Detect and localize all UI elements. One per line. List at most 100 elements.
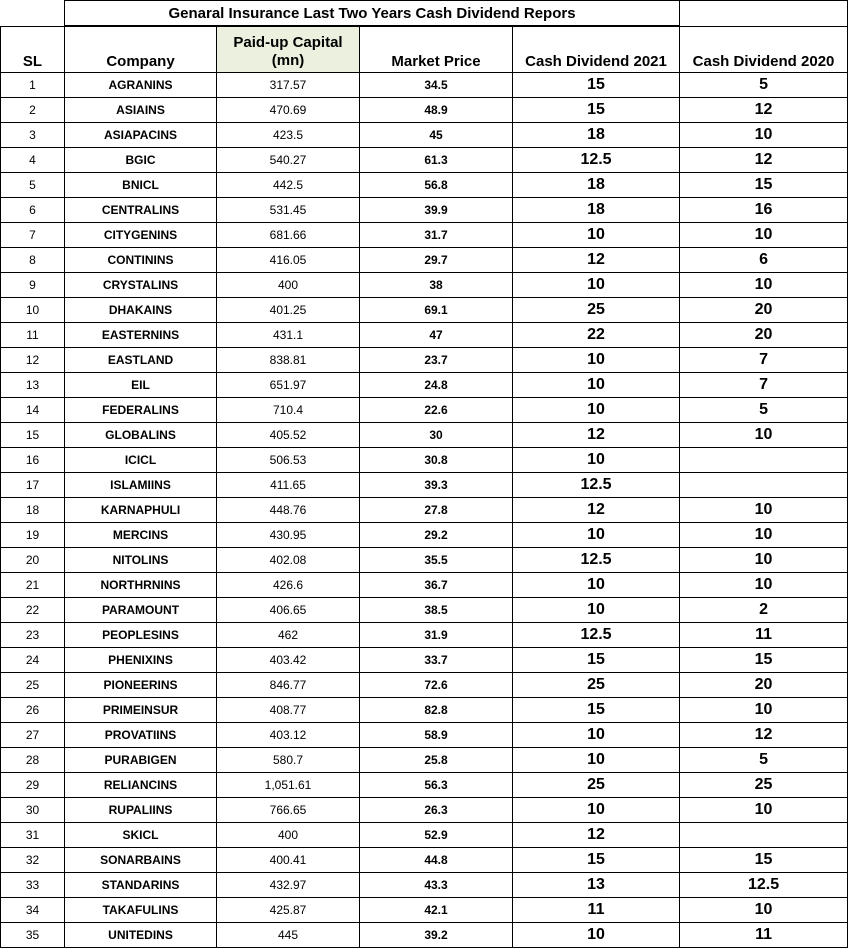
company-cell[interactable]: TAKAFULINS (64, 897, 217, 923)
cash-dividend-2020-cell[interactable]: 6 (679, 247, 848, 273)
sl-cell[interactable]: 7 (0, 222, 65, 248)
company-cell[interactable]: DHAKAINS (64, 297, 217, 323)
company-cell[interactable]: EASTLAND (64, 347, 217, 373)
cash-dividend-2021-cell[interactable]: 10 (511, 397, 681, 423)
market-price-cell[interactable]: 42.1 (359, 897, 513, 923)
company-cell[interactable]: CONTININS (64, 247, 217, 273)
market-price-cell[interactable]: 22.6 (359, 397, 513, 423)
paid-up-capital-cell[interactable]: 531.45 (216, 197, 360, 223)
paid-up-capital-cell[interactable]: 580.7 (216, 747, 360, 773)
cash-dividend-2020-cell[interactable]: 10 (679, 497, 848, 523)
paid-up-capital-cell[interactable]: 448.76 (216, 497, 360, 523)
market-price-cell[interactable]: 44.8 (359, 847, 513, 873)
cash-dividend-2020-cell[interactable]: 7 (679, 347, 848, 373)
market-price-cell[interactable]: 29.2 (359, 522, 513, 548)
sl-cell[interactable]: 17 (0, 472, 65, 498)
sl-cell[interactable]: 32 (0, 847, 65, 873)
company-cell[interactable]: NORTHRNINS (64, 572, 217, 598)
cash-dividend-2020-cell[interactable]: 10 (679, 697, 848, 723)
cash-dividend-2020-cell[interactable] (679, 472, 848, 498)
paid-up-capital-cell[interactable]: 403.42 (216, 647, 360, 673)
market-price-cell[interactable]: 52.9 (359, 822, 513, 848)
cash-dividend-2020-cell[interactable] (679, 822, 848, 848)
paid-up-capital-cell[interactable]: 462 (216, 622, 360, 648)
header-sl[interactable]: SL (0, 25, 65, 73)
market-price-cell[interactable]: 36.7 (359, 572, 513, 598)
company-cell[interactable]: GLOBALINS (64, 422, 217, 448)
sl-cell[interactable]: 10 (0, 297, 65, 323)
company-cell[interactable]: ISLAMIINS (64, 472, 217, 498)
paid-up-capital-cell[interactable]: 425.87 (216, 897, 360, 923)
paid-up-capital-cell[interactable]: 405.52 (216, 422, 360, 448)
sl-cell[interactable]: 4 (0, 147, 65, 173)
company-cell[interactable]: KARNAPHULI (64, 497, 217, 523)
cash-dividend-2020-cell[interactable]: 16 (679, 197, 848, 223)
header-cash-dividend-2021[interactable]: Cash Dividend 2021 (511, 25, 681, 73)
cash-dividend-2021-cell[interactable]: 10 (511, 747, 681, 773)
paid-up-capital-cell[interactable]: 470.69 (216, 97, 360, 123)
cash-dividend-2020-cell[interactable]: 5 (679, 72, 848, 98)
paid-up-capital-cell[interactable]: 432.97 (216, 872, 360, 898)
sl-cell[interactable]: 2 (0, 97, 65, 123)
cash-dividend-2021-cell[interactable]: 15 (511, 97, 681, 123)
company-cell[interactable]: CRYSTALINS (64, 272, 217, 298)
paid-up-capital-cell[interactable]: 426.6 (216, 572, 360, 598)
market-price-cell[interactable]: 26.3 (359, 797, 513, 823)
sl-cell[interactable]: 15 (0, 422, 65, 448)
company-cell[interactable]: EIL (64, 372, 217, 398)
cash-dividend-2020-cell[interactable]: 5 (679, 397, 848, 423)
company-cell[interactable]: MERCINS (64, 522, 217, 548)
cash-dividend-2021-cell[interactable]: 12.5 (511, 147, 681, 173)
company-cell[interactable]: BNICL (64, 172, 217, 198)
header-paid-up-capital[interactable]: Paid-up Capital (mn) (216, 25, 360, 73)
cash-dividend-2020-cell[interactable]: 10 (679, 547, 848, 573)
cash-dividend-2021-cell[interactable]: 25 (511, 772, 681, 798)
cash-dividend-2020-cell[interactable] (679, 447, 848, 473)
sl-cell[interactable]: 30 (0, 797, 65, 823)
sl-cell[interactable]: 19 (0, 522, 65, 548)
paid-up-capital-cell[interactable]: 411.65 (216, 472, 360, 498)
paid-up-capital-cell[interactable]: 681.66 (216, 222, 360, 248)
company-cell[interactable]: ICICL (64, 447, 217, 473)
cash-dividend-2020-cell[interactable]: 15 (679, 847, 848, 873)
cash-dividend-2020-cell[interactable]: 10 (679, 422, 848, 448)
sl-cell[interactable]: 23 (0, 622, 65, 648)
company-cell[interactable]: RELIANCINS (64, 772, 217, 798)
table-title[interactable]: Genaral Insurance Last Two Years Cash Di… (63, 0, 681, 27)
market-price-cell[interactable]: 56.3 (359, 772, 513, 798)
cash-dividend-2021-cell[interactable]: 15 (511, 72, 681, 98)
company-cell[interactable]: PHENIXINS (64, 647, 217, 673)
sl-cell[interactable]: 24 (0, 647, 65, 673)
paid-up-capital-cell[interactable]: 416.05 (216, 247, 360, 273)
cash-dividend-2020-cell[interactable]: 2 (679, 597, 848, 623)
market-price-cell[interactable]: 56.8 (359, 172, 513, 198)
sl-cell[interactable]: 28 (0, 747, 65, 773)
market-price-cell[interactable]: 24.8 (359, 372, 513, 398)
sl-cell[interactable]: 1 (0, 72, 65, 98)
cash-dividend-2021-cell[interactable]: 18 (511, 172, 681, 198)
corner-cell[interactable] (0, 0, 65, 27)
sl-cell[interactable]: 12 (0, 347, 65, 373)
paid-up-capital-cell[interactable]: 540.27 (216, 147, 360, 173)
cash-dividend-2020-cell[interactable]: 12 (679, 147, 848, 173)
sl-cell[interactable]: 20 (0, 547, 65, 573)
cash-dividend-2021-cell[interactable]: 25 (511, 672, 681, 698)
sl-cell[interactable]: 29 (0, 772, 65, 798)
sl-cell[interactable]: 27 (0, 722, 65, 748)
header-market-price[interactable]: Market Price (359, 25, 513, 73)
cash-dividend-2021-cell[interactable]: 12 (511, 822, 681, 848)
market-price-cell[interactable]: 72.6 (359, 672, 513, 698)
market-price-cell[interactable]: 35.5 (359, 547, 513, 573)
cash-dividend-2021-cell[interactable]: 10 (511, 572, 681, 598)
market-price-cell[interactable]: 82.8 (359, 697, 513, 723)
cash-dividend-2020-cell[interactable]: 5 (679, 747, 848, 773)
paid-up-capital-cell[interactable]: 403.12 (216, 722, 360, 748)
sl-cell[interactable]: 13 (0, 372, 65, 398)
market-price-cell[interactable]: 43.3 (359, 872, 513, 898)
paid-up-capital-cell[interactable]: 317.57 (216, 72, 360, 98)
sl-cell[interactable]: 31 (0, 822, 65, 848)
paid-up-capital-cell[interactable]: 400 (216, 822, 360, 848)
cash-dividend-2021-cell[interactable]: 12.5 (511, 622, 681, 648)
sl-cell[interactable]: 22 (0, 597, 65, 623)
cash-dividend-2021-cell[interactable]: 15 (511, 647, 681, 673)
